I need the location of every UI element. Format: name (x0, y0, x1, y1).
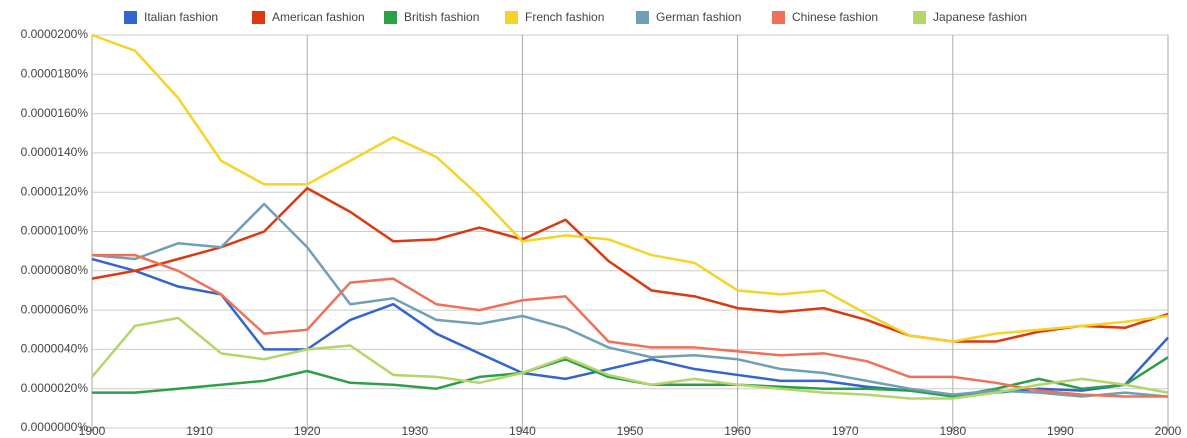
legend-swatch (124, 11, 137, 24)
y-tick-label: 0.0000040% (21, 342, 89, 356)
x-tick-label: 1940 (509, 424, 536, 438)
legend-swatch (913, 11, 926, 24)
y-tick-label: 0.0000020% (21, 381, 89, 395)
x-tick-label: 1930 (401, 424, 428, 438)
series-line (92, 253, 1168, 398)
legend-swatch (772, 11, 785, 24)
legend-swatch (384, 11, 397, 24)
y-tick-label: 0.0000060% (21, 302, 89, 316)
x-tick-label: 1910 (186, 424, 213, 438)
y-tick-label: 0.0000200% (21, 27, 89, 41)
x-tick-label: 1920 (294, 424, 321, 438)
legend-label: French fashion (525, 10, 604, 24)
x-tick-label: 1970 (832, 424, 859, 438)
x-tick-label: 1960 (724, 424, 751, 438)
legend-swatch (252, 11, 265, 24)
y-tick-label: 0.0000080% (21, 263, 89, 277)
x-tick-label: 1980 (939, 424, 966, 438)
legend-swatch (636, 11, 649, 24)
y-tick-label: 0.0000160% (21, 106, 89, 120)
x-tick-label: 1950 (617, 424, 644, 438)
series-line (91, 33, 1169, 343)
x-tick-label: 1990 (1047, 424, 1074, 438)
y-tick-label: 0.0000180% (21, 66, 89, 80)
legend-label: Chinese fashion (792, 10, 878, 24)
y-tick-label: 0.0000100% (21, 224, 89, 238)
legend-label: British fashion (404, 10, 479, 24)
y-tick-label: 0.0000120% (21, 184, 89, 198)
y-tick-label: 0.0000140% (21, 145, 89, 159)
legend-label: American fashion (272, 10, 365, 24)
x-tick-label: 2000 (1155, 424, 1182, 438)
series-line (91, 187, 1169, 343)
legend-label: Japanese fashion (933, 10, 1027, 24)
series-line (91, 202, 1169, 398)
series-line (91, 257, 1169, 396)
legend-swatch (505, 11, 518, 24)
x-tick-label: 1900 (79, 424, 106, 438)
legend-label: German fashion (656, 10, 741, 24)
legend-label: Italian fashion (144, 10, 218, 24)
y-tick-label: 0.0000000% (21, 420, 89, 434)
series-line (91, 316, 1169, 400)
